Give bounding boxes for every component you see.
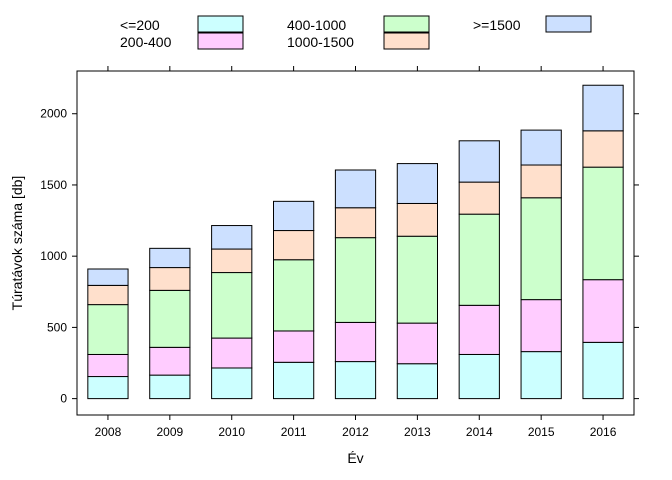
bar-2015-ge1500 [520,129,562,166]
y-axis: 0 500 1000 1500 2000 [40,107,639,406]
bar-2010-200-400 [211,337,253,369]
bar-2014-400-1000 [458,213,500,306]
bar-2012-ge1500 [334,169,377,209]
x-axis: 2008 2009 2010 2011 2012 2013 2014 2015 2016 [95,66,617,439]
x-tick-label-2015: 2015 [528,425,555,439]
x-tick-label-2011: 2011 [281,425,307,439]
bar-2015-200-400 [520,299,562,353]
x-tick-label-2014: 2014 [466,425,493,439]
bar-2015-le200 [520,351,562,400]
legend-swatch-1000-1500 [383,32,430,50]
bar-2016-1000-1500 [582,130,624,168]
y-axis-label: Túratávok száma [db] [9,176,25,311]
legend-label-200-400: 200-400 [120,34,172,50]
bar-2009-400-1000 [149,289,191,348]
legend-swatch-200-400 [197,32,244,50]
bar-2011-200-400 [273,330,315,363]
y-tick-label-0: 0 [60,392,67,406]
legend-label-1000-1500: 1000-1500 [287,34,354,50]
legend-label-400-1000: 400-1000 [287,17,346,33]
bar-2013-1000-1500 [396,202,438,237]
bar-2011-1000-1500 [273,230,315,261]
bar-2014-ge1500 [458,140,500,183]
legend-swatch-400-1000 [383,15,430,33]
x-tick-label-2008: 2008 [95,425,122,439]
bar-2009-200-400 [149,346,191,376]
bar-2013-200-400 [396,322,438,365]
legend-label-le200: <=200 [120,17,160,33]
x-tick-label-2013: 2013 [404,425,431,439]
bar-2008-400-1000 [87,304,129,355]
bar-2008-1000-1500 [87,284,129,306]
bar-2009-le200 [149,374,191,400]
x-axis-label: Év [347,450,363,466]
bar-2016-le200 [582,341,624,400]
bar-2011-400-1000 [273,259,315,332]
bar-2016-ge1500 [582,84,624,132]
x-tick-label-2016: 2016 [590,425,617,439]
x-tick-label-2010: 2010 [218,425,245,439]
legend-swatch-ge1500 [545,15,592,33]
bar-2011-ge1500 [273,200,315,232]
bar-2010-1000-1500 [211,248,253,274]
legend-label-ge1500: >=1500 [473,17,521,33]
bar-2014-200-400 [458,304,500,355]
bar-2008-le200 [87,376,129,400]
bar-2016-200-400 [582,279,624,343]
x-tick-label-2009: 2009 [156,425,183,439]
bar-2012-le200 [334,361,377,400]
y-tick-label-500: 500 [47,320,67,334]
bar-2009-1000-1500 [149,267,191,291]
bar-2015-400-1000 [520,197,562,301]
bar-2014-le200 [458,353,500,400]
bar-2008-ge1500 [87,268,129,286]
bar-2015-1000-1500 [520,164,562,199]
y-tick-label-1500: 1500 [40,178,67,192]
bar-2013-400-1000 [396,235,438,324]
bar-2010-le200 [211,367,253,400]
bars [87,84,624,400]
bar-2010-400-1000 [211,272,253,339]
x-tick-label-2012: 2012 [342,425,369,439]
bar-2008-200-400 [87,353,129,378]
bar-2009-ge1500 [149,247,191,269]
bar-2012-1000-1500 [334,207,377,239]
y-tick-label-2000: 2000 [40,107,67,121]
y-tick-label-1000: 1000 [40,249,67,263]
bar-2013-le200 [396,363,438,400]
bar-2011-le200 [273,361,315,400]
bar-2010-ge1500 [211,225,253,250]
bar-2012-200-400 [334,321,377,363]
bar-2013-ge1500 [396,163,438,204]
legend-swatch-le200 [197,15,244,33]
bar-2014-1000-1500 [458,181,500,215]
bar-2012-400-1000 [334,237,377,323]
bar-2016-400-1000 [582,166,624,281]
